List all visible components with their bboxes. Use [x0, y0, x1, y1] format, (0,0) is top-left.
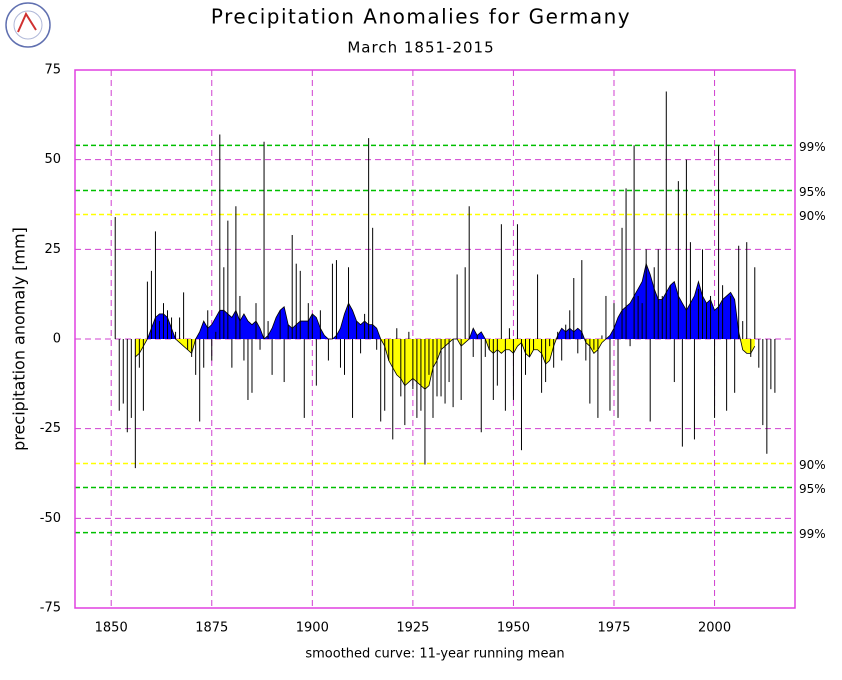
x-tick-label: 1900 — [296, 621, 329, 636]
threshold-label: 99% — [799, 140, 826, 154]
threshold-label: 90% — [799, 458, 826, 472]
x-tick-label: 1975 — [597, 621, 630, 636]
y-tick-label: 25 — [44, 242, 61, 257]
threshold-label: 90% — [799, 209, 826, 223]
logo-ring — [5, 2, 51, 48]
x-tick-label: 1850 — [95, 621, 128, 636]
chart-title: Precipitation Anomalies for Germany — [211, 5, 631, 29]
x-tick-label: 1875 — [195, 621, 228, 636]
y-tick-label: -25 — [40, 421, 61, 436]
x-tick-label: 1950 — [497, 621, 530, 636]
plot-frame — [74, 69, 796, 609]
x-tick-label: 1925 — [396, 621, 429, 636]
threshold-label: 99% — [799, 527, 826, 541]
chart-subtitle: March 1851-2015 — [347, 39, 494, 57]
logo-inner — [13, 10, 43, 40]
logo — [5, 2, 51, 48]
threshold-label: 95% — [799, 482, 826, 496]
y-tick-label: 0 — [53, 332, 61, 347]
threshold-label: 95% — [799, 185, 826, 199]
y-tick-label: 50 — [44, 152, 61, 167]
x-axis-label: smoothed curve: 11-year running mean — [305, 647, 564, 662]
logo-mark — [17, 11, 37, 33]
y-axis-label: precipitation anomaly [mm] — [10, 227, 29, 451]
smoothed-area-positive — [135, 263, 755, 339]
y-tick-label: -75 — [40, 601, 61, 616]
y-tick-label: -50 — [40, 511, 61, 526]
y-tick-label: 75 — [44, 63, 61, 78]
x-tick-label: 2000 — [698, 621, 731, 636]
